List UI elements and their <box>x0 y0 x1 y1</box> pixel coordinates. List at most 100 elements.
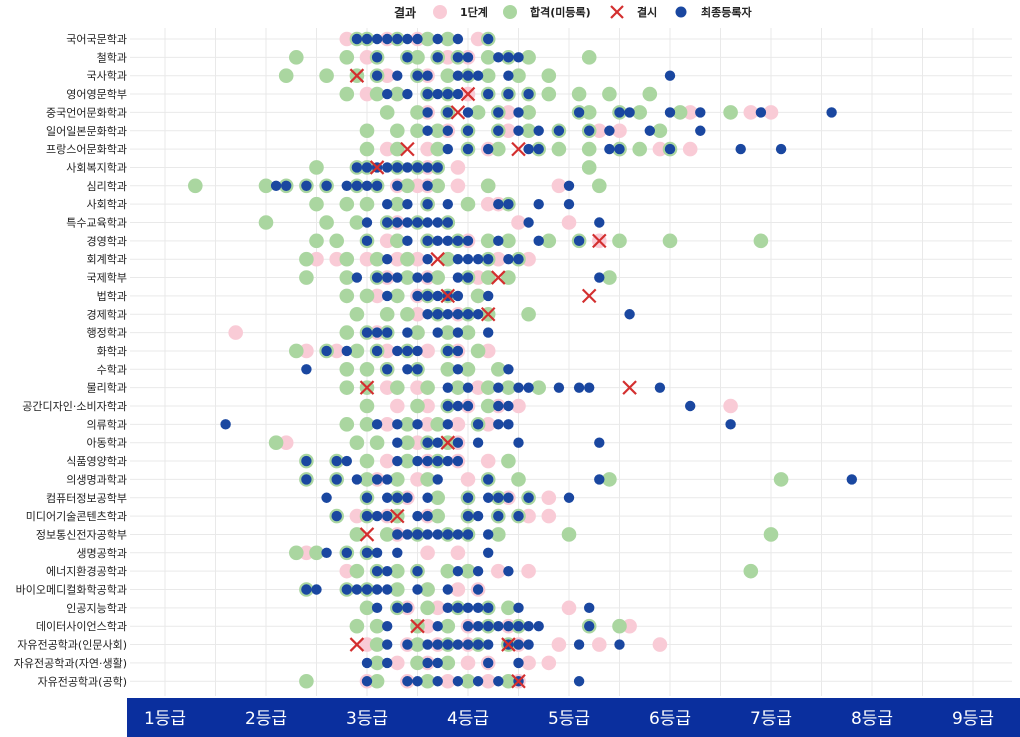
mark-final <box>412 33 423 45</box>
mark-s1 <box>541 508 557 524</box>
mark-final <box>402 327 413 338</box>
mark-pass <box>359 472 375 487</box>
mark-final <box>533 198 544 210</box>
mark-s1 <box>390 655 405 671</box>
mark-pass <box>753 233 769 249</box>
mark-s1 <box>652 637 668 652</box>
mark-pass <box>440 563 456 579</box>
mark-final <box>382 290 393 302</box>
legend-title: 결과 <box>394 5 416 20</box>
mark-final <box>573 676 585 687</box>
legend-marker-final <box>675 6 687 18</box>
mark-final <box>422 180 433 191</box>
mark-pass <box>349 215 365 230</box>
row-label: 특수교육학과 <box>66 217 127 230</box>
mark-pass <box>359 196 375 212</box>
mark-final <box>654 382 666 393</box>
mark-pass <box>319 215 334 230</box>
mark-pass <box>359 398 375 414</box>
mark-final <box>472 419 484 430</box>
mark-final <box>432 474 443 485</box>
mark-pass <box>521 123 536 139</box>
mark-final <box>573 382 585 393</box>
mark-pass <box>581 141 597 157</box>
mark-final <box>432 88 443 100</box>
mark-final <box>472 676 484 687</box>
row-label: 컴퓨터정보공학부 <box>46 492 127 505</box>
mark-final <box>584 602 595 614</box>
row-label: 국사학과 <box>87 70 127 83</box>
mark-fail <box>430 251 445 267</box>
mark-pass <box>460 196 476 212</box>
mark-fail <box>359 527 375 542</box>
mark-final <box>483 621 494 632</box>
mark-s1 <box>299 343 314 359</box>
mark-final <box>725 419 736 430</box>
mark-fail <box>592 233 607 249</box>
mark-s1 <box>420 417 435 432</box>
mark-pass <box>531 380 546 395</box>
mark-final <box>402 198 413 210</box>
mark-pass <box>480 178 496 194</box>
mark-pass <box>390 233 405 249</box>
mark-pass <box>763 527 779 542</box>
mark-final <box>503 70 514 81</box>
mark-final <box>361 510 373 522</box>
mark-final <box>442 309 453 320</box>
mark-pass <box>521 306 536 322</box>
mark-pass <box>501 233 516 249</box>
mark-final <box>301 180 312 191</box>
mark-pass <box>743 563 759 579</box>
mark-final <box>412 290 423 302</box>
mark-pass <box>592 178 607 194</box>
mark-final <box>402 529 413 540</box>
mark-final <box>301 364 312 375</box>
mark-final <box>382 198 393 210</box>
mark-final <box>493 235 504 247</box>
mark-final <box>483 290 494 302</box>
mark-s1 <box>551 178 567 194</box>
mark-final <box>503 198 514 210</box>
mark-pass <box>299 251 314 267</box>
mark-s1 <box>551 637 567 652</box>
mark-final <box>452 309 464 320</box>
mark-s1 <box>450 178 466 194</box>
mark-pass <box>339 196 355 212</box>
mark-s1 <box>379 141 395 157</box>
mark-s1 <box>541 490 557 506</box>
legend-label-final: 최종등록자 <box>701 5 752 19</box>
x-tick-label: 4등급 <box>447 709 489 729</box>
row-label: 식품영양학과 <box>66 455 127 468</box>
mark-final <box>493 419 504 430</box>
mark-final <box>422 290 433 302</box>
mark-final <box>392 419 403 430</box>
mark-final <box>462 52 474 63</box>
mark-pass <box>410 637 425 652</box>
mark-final <box>432 52 443 63</box>
mark-s1 <box>511 398 526 414</box>
row-label: 심리학과 <box>87 180 127 193</box>
mark-final <box>412 584 423 595</box>
mark-final <box>422 437 433 448</box>
mark-final <box>483 254 494 265</box>
row-label: 회계학과 <box>87 253 127 266</box>
mark-pass <box>480 270 496 285</box>
mark-pass <box>672 105 688 120</box>
mark-final <box>392 217 403 228</box>
mark-final <box>462 639 474 650</box>
mark-s1 <box>723 398 738 414</box>
x-axis-ticks: 1등급 2등급 3등급 4등급 5등급 6등급 7등급 8등급 9등급 <box>144 709 994 729</box>
mark-final <box>341 584 352 595</box>
mark-final <box>392 492 403 503</box>
mark-final <box>442 235 453 247</box>
mark-final <box>483 602 494 614</box>
mark-s1 <box>379 343 395 359</box>
mark-pass <box>369 251 385 267</box>
mark-final <box>533 621 544 632</box>
mark-final <box>442 217 453 228</box>
mark-final <box>392 455 403 467</box>
mark-pass <box>501 673 516 689</box>
mark-pass <box>480 50 496 65</box>
mark-fail <box>450 105 466 120</box>
mark-final <box>462 602 474 614</box>
